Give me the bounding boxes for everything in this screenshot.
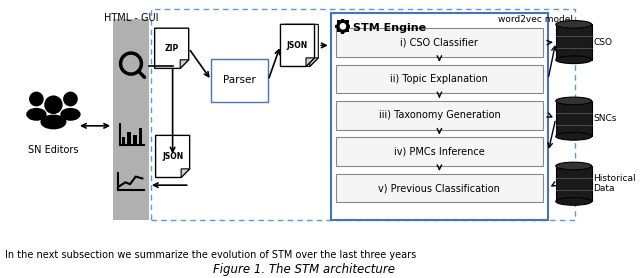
Text: Historical
Data: Historical Data [593, 174, 636, 193]
Polygon shape [310, 58, 318, 66]
Circle shape [30, 92, 43, 106]
Polygon shape [306, 58, 314, 66]
Text: iv) PMCs Inference: iv) PMCs Inference [394, 147, 484, 157]
Text: CSO: CSO [593, 38, 612, 47]
Ellipse shape [27, 109, 46, 120]
Bar [337, 21, 340, 23]
Polygon shape [180, 60, 189, 68]
Bar [336, 64, 543, 93]
Bar [133, 135, 137, 145]
Text: Figure 1. The STM architecture: Figure 1. The STM architecture [213, 263, 395, 276]
Polygon shape [156, 135, 189, 177]
Text: HTML - GUI: HTML - GUI [104, 13, 158, 23]
Text: ZIP: ZIP [164, 44, 179, 53]
Bar [211, 59, 268, 102]
Text: SN Editors: SN Editors [28, 145, 79, 155]
Bar [342, 31, 344, 34]
Text: Parser: Parser [223, 75, 256, 85]
Ellipse shape [556, 133, 592, 140]
Ellipse shape [61, 109, 80, 120]
Bar [336, 174, 543, 202]
Text: iii) Taxonomy Generation: iii) Taxonomy Generation [378, 110, 500, 120]
Bar [556, 24, 592, 60]
Text: ii) Topic Explanation: ii) Topic Explanation [390, 74, 488, 84]
Ellipse shape [41, 115, 66, 129]
Bar [336, 28, 543, 57]
Bar [139, 128, 142, 145]
Bar [331, 13, 548, 220]
Circle shape [340, 23, 346, 30]
Text: STM Engine: STM Engine [353, 23, 426, 33]
Bar [127, 131, 131, 145]
Ellipse shape [556, 162, 592, 170]
Bar [113, 19, 149, 220]
Bar [342, 19, 344, 21]
Ellipse shape [556, 56, 592, 64]
Circle shape [336, 19, 349, 33]
Bar [346, 21, 349, 23]
Ellipse shape [556, 198, 592, 205]
Polygon shape [280, 24, 314, 66]
Circle shape [64, 92, 77, 106]
Polygon shape [284, 24, 318, 66]
Bar [336, 101, 543, 130]
Bar [335, 25, 338, 28]
Bar [556, 166, 592, 202]
Text: i) CSO Classifier: i) CSO Classifier [401, 38, 478, 48]
Bar [336, 137, 543, 166]
Text: SNCs: SNCs [593, 114, 617, 123]
Bar [556, 101, 592, 136]
Circle shape [45, 96, 62, 113]
Bar [151, 9, 575, 220]
Polygon shape [155, 28, 189, 68]
Ellipse shape [556, 21, 592, 28]
Ellipse shape [556, 97, 592, 105]
Text: JSON: JSON [287, 41, 308, 50]
Bar [122, 137, 125, 145]
Bar [346, 29, 349, 32]
Bar [337, 29, 340, 32]
Text: In the next subsection we summarize the evolution of STM over the last three yea: In the next subsection we summarize the … [5, 250, 417, 260]
Text: JSON: JSON [162, 152, 183, 161]
Polygon shape [181, 169, 189, 177]
Bar [348, 25, 351, 28]
Text: word2vec model: word2vec model [498, 15, 573, 24]
Text: v) Previous Classification: v) Previous Classification [378, 183, 500, 193]
